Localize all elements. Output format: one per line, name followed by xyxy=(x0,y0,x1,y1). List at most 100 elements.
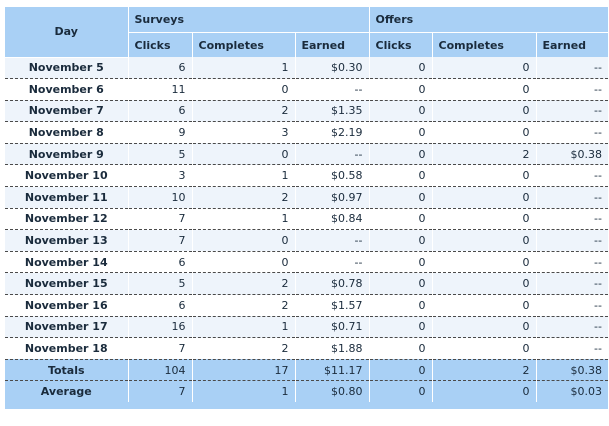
surveys-clicks-cell: 7 xyxy=(127,337,192,360)
surveys-completes-cell: 0 xyxy=(191,143,295,166)
day-cell: November 17 xyxy=(5,316,128,339)
offers-clicks-cell: 0 xyxy=(368,251,432,274)
table-body: November 5 6 1 $0.30 0 0 -- November 6 11 0 -- 0 0 --… xyxy=(5,57,608,360)
table-row: November 11 10 2 $0.97 0 0 -- xyxy=(5,186,608,209)
day-cell: November 5 xyxy=(5,57,128,80)
day-cell: November 7 xyxy=(5,100,128,123)
offers-completes-cell: 0 xyxy=(431,316,536,339)
offers-earned-cell: -- xyxy=(535,57,608,80)
surveys-completes-cell: 3 xyxy=(191,121,295,144)
surveys-clicks-cell: 7 xyxy=(127,208,192,231)
surveys-clicks-cell: 5 xyxy=(127,272,192,296)
surveys-completes-cell: 1 xyxy=(191,316,295,339)
day-cell: November 8 xyxy=(5,121,128,144)
offers-completes-cell: 0 xyxy=(431,100,536,123)
offers-clicks-cell: 0 xyxy=(368,229,432,252)
offers-completes-cell: 0 xyxy=(431,294,536,317)
surveys-clicks-cell: 11 xyxy=(127,78,192,101)
table-row: November 15 5 2 $0.78 0 0 -- xyxy=(5,272,608,296)
surveys-earned-cell: $0.71 xyxy=(294,316,369,339)
surveys-clicks-cell: 9 xyxy=(127,121,192,144)
surveys-earned-cell: -- xyxy=(294,143,369,166)
surveys-clicks-cell: 6 xyxy=(127,251,192,274)
surveys-earned-cell: $2.19 xyxy=(294,121,369,144)
day-column-header[interactable]: Day xyxy=(5,7,129,58)
average-offers-clicks: 0 xyxy=(368,380,432,402)
offers-clicks-cell: 0 xyxy=(368,186,432,209)
surveys-earned-cell: -- xyxy=(294,78,369,101)
average-label: Average xyxy=(5,380,128,402)
day-cell: November 14 xyxy=(5,251,128,274)
surveys-completes-cell: 2 xyxy=(191,100,295,123)
offers-completes-cell: 0 xyxy=(431,57,536,80)
table-row: November 17 16 1 $0.71 0 0 -- xyxy=(5,316,608,339)
offers-earned-cell: -- xyxy=(535,251,608,274)
offers-clicks-cell: 0 xyxy=(368,337,432,360)
table-row: November 13 7 0 -- 0 0 -- xyxy=(5,229,608,252)
surveys-clicks-cell: 3 xyxy=(127,164,192,188)
surveys-earned-cell: $1.35 xyxy=(294,100,369,123)
average-offers-earned: $0.03 xyxy=(535,380,608,402)
surveys-earned-cell: -- xyxy=(294,229,369,252)
day-cell: November 6 xyxy=(5,78,128,101)
offers-completes-cell: 2 xyxy=(431,143,536,166)
table-bottom-bar xyxy=(5,402,608,409)
surveys-earned-cell: $1.88 xyxy=(294,337,369,360)
surveys-completes-cell: 1 xyxy=(191,57,295,80)
offers-earned-cell: -- xyxy=(535,229,608,252)
surveys-earned-cell: $0.30 xyxy=(294,57,369,80)
surveys-earned-header[interactable]: Earned xyxy=(294,32,369,57)
offers-completes-cell: 0 xyxy=(431,229,536,252)
surveys-earned-cell: $0.84 xyxy=(294,208,369,231)
offers-clicks-cell: 0 xyxy=(368,164,432,188)
surveys-clicks-cell: 6 xyxy=(127,100,192,123)
offers-clicks-cell: 0 xyxy=(368,143,432,166)
totals-surveys-clicks: 104 xyxy=(127,359,192,382)
table-row: November 12 7 1 $0.84 0 0 -- xyxy=(5,208,608,231)
offers-group-header: Offers xyxy=(368,7,608,33)
offers-earned-cell: $0.38 xyxy=(535,143,608,166)
table-row: November 7 6 2 $1.35 0 0 -- xyxy=(5,100,608,123)
table-row: November 5 6 1 $0.30 0 0 -- xyxy=(5,57,608,80)
surveys-group-header: Surveys xyxy=(128,7,369,33)
day-cell: November 9 xyxy=(5,143,128,166)
offers-clicks-cell: 0 xyxy=(368,294,432,317)
offers-earned-cell: -- xyxy=(535,186,608,209)
day-cell: November 15 xyxy=(5,272,128,296)
offers-clicks-cell: 0 xyxy=(368,316,432,339)
day-cell: November 12 xyxy=(5,208,128,231)
offers-completes-cell: 0 xyxy=(431,78,536,101)
day-cell: November 11 xyxy=(5,186,128,209)
offers-clicks-header[interactable]: Clicks xyxy=(368,32,432,57)
day-cell: November 18 xyxy=(5,337,128,360)
surveys-clicks-header[interactable]: Clicks xyxy=(127,32,192,57)
surveys-completes-cell: 2 xyxy=(191,272,295,296)
offers-earned-cell: -- xyxy=(535,78,608,101)
surveys-completes-cell: 2 xyxy=(191,186,295,209)
offers-earned-cell: -- xyxy=(535,294,608,317)
offers-completes-header[interactable]: Completes xyxy=(431,32,536,57)
offers-earned-cell: -- xyxy=(535,121,608,144)
table-row: November 14 6 0 -- 0 0 -- xyxy=(5,251,608,274)
average-row: Average 7 1 $0.80 0 0 $0.03 xyxy=(5,380,608,402)
table-row: November 10 3 1 $0.58 0 0 -- xyxy=(5,164,608,188)
totals-offers-earned: $0.38 xyxy=(535,359,608,382)
surveys-earned-cell: $0.78 xyxy=(294,272,369,296)
surveys-completes-cell: 2 xyxy=(191,294,295,317)
surveys-clicks-cell: 10 xyxy=(127,186,192,209)
group-header-row: Day Surveys Offers xyxy=(5,7,608,58)
surveys-clicks-cell: 5 xyxy=(127,143,192,166)
offers-clicks-cell: 0 xyxy=(368,208,432,231)
offers-earned-cell: -- xyxy=(535,272,608,296)
offers-clicks-cell: 0 xyxy=(368,121,432,144)
day-cell: November 13 xyxy=(5,229,128,252)
offers-completes-cell: 0 xyxy=(431,186,536,209)
totals-surveys-completes: 17 xyxy=(191,359,295,382)
column-header-row: Clicks Completes Earned Clicks Completes… xyxy=(5,32,608,57)
totals-row: Totals 104 17 $11.17 0 2 $0.38 xyxy=(5,359,608,382)
surveys-completes-header[interactable]: Completes xyxy=(191,32,295,57)
offers-earned-cell: -- xyxy=(535,100,608,123)
offers-earned-header[interactable]: Earned xyxy=(535,32,608,57)
surveys-completes-cell: 2 xyxy=(191,337,295,360)
table-header: Day Surveys Offers Clicks Completes Earn… xyxy=(5,7,608,58)
